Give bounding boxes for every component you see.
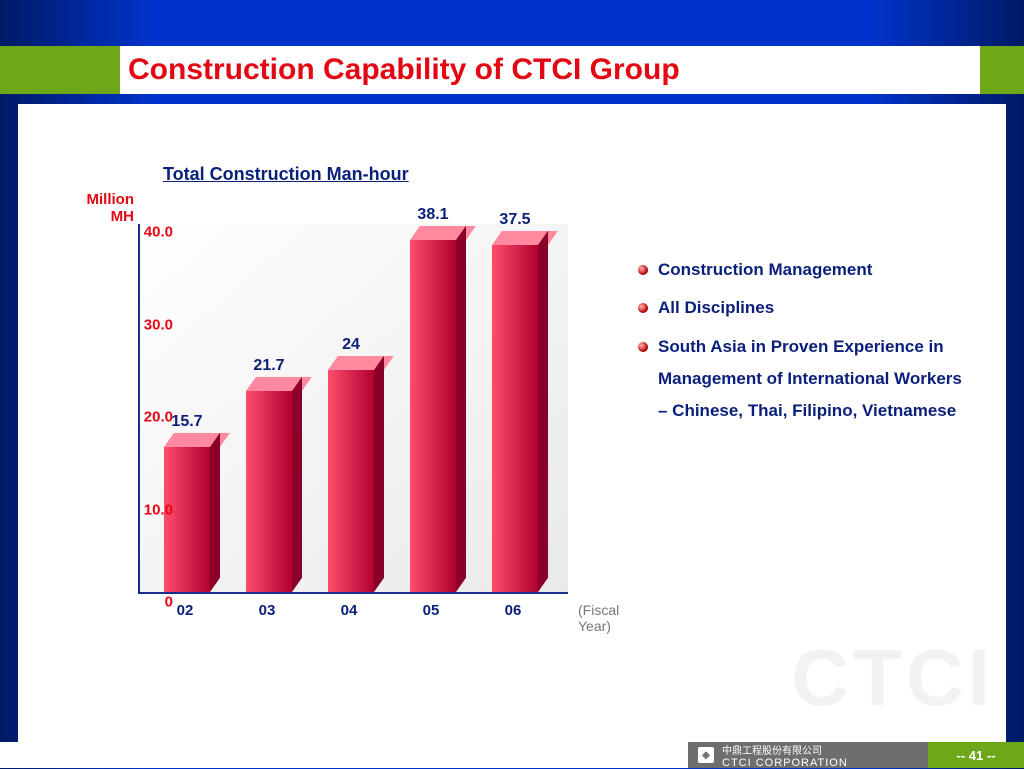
bar-value-label: 38.1: [393, 206, 473, 224]
bullet-dot-icon: [638, 342, 648, 352]
bar: 24: [328, 370, 374, 592]
bar-side: [292, 377, 302, 592]
y-tick: 20.0: [123, 409, 173, 426]
bullet-item: South Asia in Proven Experience in Manag…: [638, 331, 968, 428]
bar: 15.7: [164, 447, 210, 592]
bar: 38.1: [410, 240, 456, 592]
bar-front: [328, 370, 374, 592]
bar-value-label: 24: [311, 336, 391, 354]
company-name-cn: 中鼎工程股份有限公司: [722, 746, 822, 757]
bar-front: [492, 245, 538, 592]
footer-page-number: -- 41 --: [928, 742, 1024, 768]
footer-company: ◈ 中鼎工程股份有限公司 CTCI CORPORATION: [688, 742, 928, 768]
company-name-en: CTCI CORPORATION: [722, 757, 848, 769]
slide-title: Construction Capability of CTCI Group: [120, 53, 680, 87]
bar: 37.5: [492, 245, 538, 592]
y-axis-label-line1: Million: [87, 191, 135, 208]
bar-side: [456, 225, 466, 592]
bullet-list: Construction Management All Disciplines So…: [638, 254, 968, 433]
x-tick: 02: [155, 602, 215, 619]
bullet-item: Construction Management: [638, 254, 968, 286]
bullet-item: All Disciplines: [638, 292, 968, 324]
bar-value-label: 21.7: [229, 357, 309, 375]
footer-bar: ◈ 中鼎工程股份有限公司 CTCI CORPORATION -- 41 --: [0, 742, 1024, 768]
content-panel: CTCI Total Construction Man-hour Million…: [18, 104, 1006, 742]
stripe-right: [980, 46, 1024, 94]
bar-value-label: 37.5: [475, 211, 555, 229]
bar-side: [538, 231, 548, 592]
bullet-dot-icon: [638, 265, 648, 275]
x-tick: 06: [483, 602, 543, 619]
footer-spacer: [0, 742, 688, 768]
x-tick: 05: [401, 602, 461, 619]
chart-title: Total Construction Man-hour: [163, 164, 409, 185]
bar-side: [374, 356, 384, 592]
bullet-text: Construction Management: [658, 254, 872, 286]
bar-side: [210, 432, 220, 592]
y-tick: 30.0: [123, 316, 173, 333]
y-tick: 10.0: [123, 501, 173, 518]
x-tick: 03: [237, 602, 297, 619]
stripe-left: [0, 46, 120, 94]
x-tick: 04: [319, 602, 379, 619]
footer-text-group: 中鼎工程股份有限公司 CTCI CORPORATION: [722, 742, 848, 769]
bar-front: [164, 447, 210, 592]
bar-front: [246, 391, 292, 592]
title-band: Construction Capability of CTCI Group: [0, 46, 1024, 94]
y-axis-label: Million MH: [74, 191, 134, 225]
chart-plot-area: 15.721.72438.137.5: [138, 224, 568, 594]
y-axis-label-line2: MH: [111, 208, 134, 225]
bar-front: [410, 240, 456, 592]
top-blue-bar: [0, 0, 1024, 46]
x-axis-label: (Fiscal Year): [578, 602, 619, 634]
bar: 21.7: [246, 391, 292, 592]
watermark-text: CTCI: [791, 632, 994, 724]
bullet-text: South Asia in Proven Experience in Manag…: [658, 331, 968, 428]
chart-container: Total Construction Man-hour Million MH 1…: [68, 164, 613, 654]
y-tick: 40.0: [123, 224, 173, 241]
bullet-dot-icon: [638, 303, 648, 313]
logo-icon: ◈: [698, 747, 714, 763]
bullet-text: All Disciplines: [658, 292, 774, 324]
